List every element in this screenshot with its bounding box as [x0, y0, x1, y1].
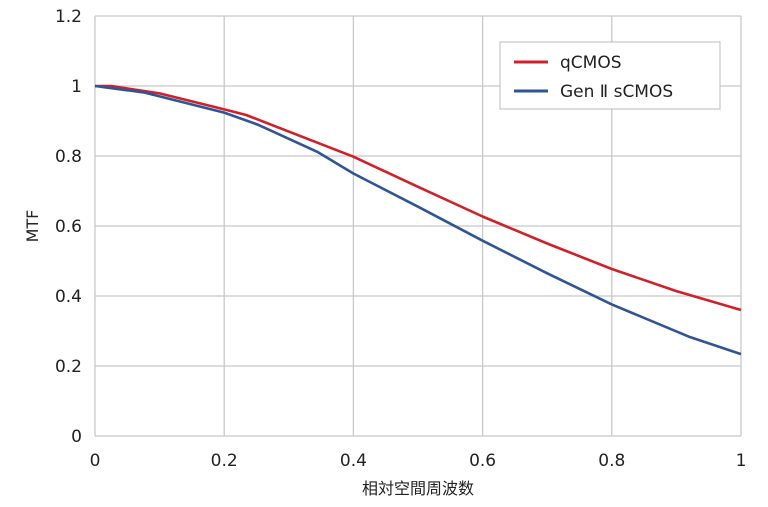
grid	[94, 15, 742, 437]
series-lines	[94, 84, 742, 356]
legend-label-qcmos: qCMOS	[560, 53, 622, 73]
series-line-1	[94, 84, 742, 356]
y-tick-label: 1	[71, 77, 82, 97]
y-tick-label: 0.2	[55, 357, 82, 377]
y-tick-labels: 0 0.2 0.4 0.6 0.8 1 1.2	[55, 7, 82, 447]
y-tick-label: 0.6	[55, 217, 82, 237]
y-tick-label: 0.4	[55, 287, 82, 307]
y-tick-label: 1.2	[55, 7, 82, 27]
legend: qCMOS Gen Ⅱ sCMOS	[499, 41, 721, 110]
series-line-0	[95, 84, 742, 312]
x-tick-label: 0.6	[469, 451, 496, 471]
y-tick-label: 0.8	[55, 147, 82, 167]
x-tick-label: 0.8	[598, 451, 625, 471]
x-tick-labels: 0 0.2 0.4 0.6 0.8 1	[90, 451, 747, 471]
legend-box	[499, 41, 721, 110]
legend-label-sCMOS: Gen Ⅱ sCMOS	[560, 82, 673, 102]
x-tick-label: 1	[736, 451, 747, 471]
y-axis-label: MTF	[23, 210, 42, 243]
y-tick-label: 0	[71, 427, 82, 447]
x-tick-label: 0.2	[211, 451, 238, 471]
x-tick-label: 0	[90, 451, 101, 471]
x-tick-label: 0.4	[340, 451, 367, 471]
x-axis-label: 相対空間周波数	[362, 479, 474, 498]
